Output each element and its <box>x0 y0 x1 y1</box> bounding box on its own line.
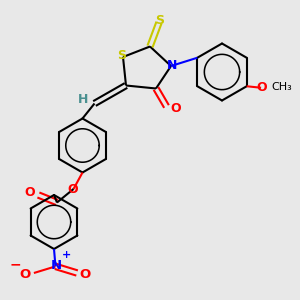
Text: +: + <box>62 250 71 260</box>
Text: O: O <box>20 268 31 281</box>
Text: O: O <box>256 81 267 94</box>
Text: CH₃: CH₃ <box>272 82 292 92</box>
Text: H: H <box>78 93 88 106</box>
Text: O: O <box>171 101 182 115</box>
Text: O: O <box>80 268 91 281</box>
Text: O: O <box>24 186 35 199</box>
Text: −: − <box>10 257 21 271</box>
Text: N: N <box>51 259 62 272</box>
Text: S: S <box>155 14 164 28</box>
Text: O: O <box>68 183 78 196</box>
Text: S: S <box>117 49 126 62</box>
Text: N: N <box>167 59 177 72</box>
